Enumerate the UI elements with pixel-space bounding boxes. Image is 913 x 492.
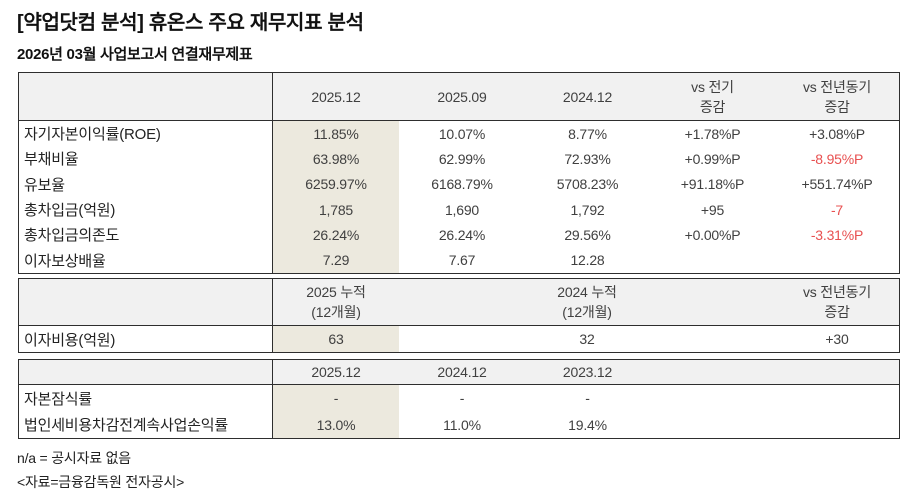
col-header-line: vs 전년동기: [802, 78, 871, 95]
col-header-line: 2024 누적: [557, 284, 617, 300]
footnote-source: <자료=금융감독원 전자공시>: [17, 474, 185, 490]
row-label: 자기자본이익률(ROE): [19, 121, 273, 147]
cell-value: -: [273, 385, 399, 412]
cell-delta: +3.08%P: [809, 125, 865, 142]
table-row-roe: 자기자본이익률(ROE) 11.85% 10.07% 8.77% +1.78%P…: [19, 121, 899, 147]
col-header-line: vs 전기: [691, 78, 734, 95]
header-empty-cell: [19, 73, 273, 120]
table-row-reserve-ratio: 유보율 6259.97% 6168.79% 5708.23% +91.18%P …: [19, 171, 899, 197]
cell-value: -: [459, 390, 465, 407]
financial-table-annual: 2025.12 2024.12 2023.12 자본잠식률 - - - 법인세비…: [18, 359, 900, 439]
col-header-line: 증감: [824, 304, 850, 320]
header-empty-cell: [19, 360, 273, 384]
cell-value: 10.07%: [438, 125, 486, 142]
cell-delta: +95: [700, 201, 725, 218]
cell-value: 7.29: [273, 247, 399, 273]
cell-value: 8.77%: [568, 125, 607, 142]
col-header-vs-prev: vs 전기 증감: [650, 73, 775, 120]
filler-cell: [650, 412, 899, 439]
cell-value: 19.4%: [568, 416, 607, 433]
row-label: 자본잠식률: [19, 385, 273, 412]
page-subtitle: 2026년 03월 사업보고서 연결재무제표: [17, 46, 253, 63]
table-row-borrowing-dependence: 총차입금의존도 26.24% 26.24% 29.56% +0.00%P -3.…: [19, 222, 899, 248]
row-label: 총차입금(억원): [19, 196, 273, 223]
col-header-line: 증감: [824, 98, 850, 115]
footnote-na-definition: n/a = 공시자료 없음: [17, 450, 131, 466]
row-label: 법인세비용차감전계속사업손익률: [19, 411, 273, 438]
cell-value: 1,785: [273, 196, 399, 223]
row-label: 부채비율: [19, 146, 273, 172]
cell-value: 72.93%: [564, 150, 611, 167]
table-header-row: 2025.12 2025.09 2024.12 vs 전기 증감 vs 전년동기…: [19, 73, 899, 121]
col-header-2023-12: 2023.12: [562, 364, 613, 380]
table-row-total-borrowings: 총차입금(억원) 1,785 1,690 1,792 +95 -7: [19, 196, 899, 223]
col-header-2025-cumulative: 2025 누적 (12개월): [273, 279, 399, 325]
table-row-interest-coverage: 이자보상배율 7.29 7.67 12.28: [19, 247, 899, 273]
col-header-vs-yoy: vs 전년동기 증감: [775, 279, 899, 325]
row-label: 유보율: [19, 171, 273, 197]
cell-value: 26.24%: [273, 222, 399, 248]
cell-value: 6259.97%: [273, 171, 399, 197]
table-header-row: 2025.12 2024.12 2023.12: [19, 360, 899, 385]
col-header-2024-cumulative: 2024 누적 (12개월): [399, 279, 775, 325]
col-header-2025-12: 2025.12: [311, 364, 361, 380]
table-header-row: 2025 누적 (12개월) 2024 누적 (12개월) vs 전년동기 증감: [19, 279, 899, 326]
cell-value: 1,690: [444, 201, 480, 218]
cell-value: 13.0%: [273, 411, 399, 438]
cell-delta: [775, 247, 899, 272]
cell-value: 11.0%: [443, 416, 481, 433]
cell-value: 26.24%: [438, 226, 486, 243]
table-row-capital-impairment: 자본잠식률 - - -: [19, 385, 899, 412]
cell-value: 6168.79%: [431, 176, 493, 193]
cell-delta: +551.74%P: [801, 176, 873, 193]
row-label: 이자보상배율: [19, 247, 273, 273]
col-header-2025-12: 2025.12: [311, 88, 361, 105]
row-label: 이자비용(억원): [19, 326, 273, 352]
col-header-vs-yoy: vs 전년동기 증감: [775, 73, 899, 120]
table-row-pretax-income-ratio: 법인세비용차감전계속사업손익률 13.0% 11.0% 19.4%: [19, 411, 899, 439]
cell-delta: +0.99%P: [684, 150, 741, 167]
cell-delta: +30: [825, 331, 849, 347]
cell-value: 32: [579, 331, 595, 347]
financial-table-cumulative: 2025 누적 (12개월) 2024 누적 (12개월) vs 전년동기 증감…: [18, 278, 900, 353]
header-filler-cell: [650, 360, 899, 384]
col-header-line: 2025 누적: [306, 284, 366, 300]
cell-value: 1,792: [570, 201, 605, 218]
header-empty-cell: [19, 279, 273, 325]
financial-table-quarterly: 2025.12 2025.09 2024.12 vs 전기 증감 vs 전년동기…: [18, 72, 900, 274]
col-header-line: 증감: [699, 98, 726, 115]
cell-value: 12.28: [570, 252, 605, 269]
page-title: [약업닷컴 분석] 휴온스 주요 재무지표 분석: [17, 12, 364, 34]
cell-value: 11.85%: [273, 121, 399, 147]
cell-value: 7.67: [448, 252, 476, 269]
col-header-line: (12개월): [311, 304, 361, 320]
table-row-debt-ratio: 부채비율 63.98% 62.99% 72.93% +0.99%P -8.95%…: [19, 146, 899, 172]
row-label: 총차입금의존도: [19, 222, 273, 248]
cell-delta: +1.78%P: [684, 125, 741, 142]
cell-value: 5708.23%: [556, 176, 619, 193]
col-header-line: vs 전년동기: [802, 284, 871, 300]
cell-delta: +91.18%P: [680, 176, 745, 193]
cell-delta: -3.31%P: [810, 226, 864, 243]
col-header-2024-12: 2024.12: [562, 88, 613, 105]
cell-delta: [650, 247, 775, 272]
col-header-line: (12개월): [562, 304, 612, 320]
cell-delta: +0.00%P: [684, 226, 741, 243]
table-row-interest-expense: 이자비용(억원) 63 32 +30: [19, 326, 899, 352]
col-header-2024-12: 2024.12: [437, 364, 487, 380]
cell-value: 29.56%: [564, 226, 611, 243]
cell-value: 63.98%: [273, 146, 399, 172]
cell-delta: -7: [830, 201, 844, 218]
cell-delta: -8.95%P: [810, 150, 864, 167]
cell-value: 62.99%: [438, 150, 486, 167]
cell-value: -: [585, 390, 590, 407]
col-header-2025-09: 2025.09: [437, 88, 487, 105]
filler-cell: [650, 385, 899, 412]
cell-value: 63: [273, 326, 399, 352]
